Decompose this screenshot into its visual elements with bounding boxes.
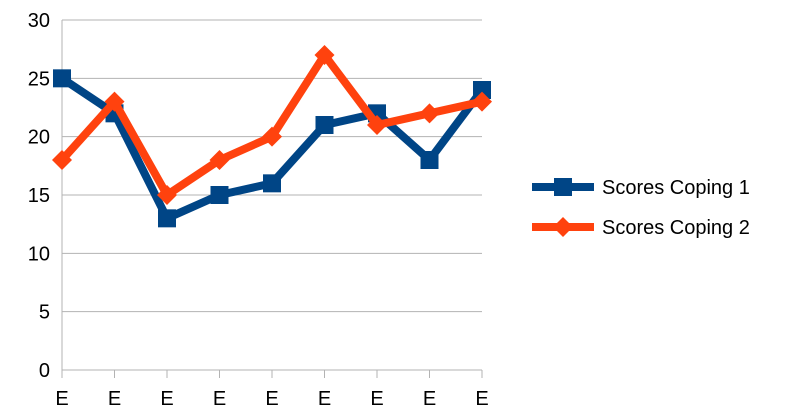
- y-tick-label: 0: [39, 360, 50, 382]
- legend-marker: [553, 217, 573, 237]
- data-point: [52, 150, 72, 170]
- data-point: [104, 91, 125, 112]
- data-point: [315, 116, 334, 134]
- legend-item: Scores Coping 2: [532, 217, 750, 239]
- series-line: [58, 51, 486, 199]
- x-tick-label: E: [370, 388, 383, 410]
- data-point: [314, 45, 335, 65]
- data-point: [473, 81, 491, 99]
- series-1: [53, 69, 491, 228]
- y-tick-label: 10: [28, 243, 50, 265]
- x-tick-label: E: [55, 388, 68, 410]
- y-tick-label: 5: [39, 302, 50, 324]
- y-tick-label: 30: [28, 10, 50, 32]
- legend: Scores Coping 1 Scores Coping 2: [532, 177, 750, 239]
- data-point: [263, 174, 281, 193]
- x-tick-label: E: [265, 388, 278, 410]
- x-tick-label: E: [475, 388, 488, 410]
- data-point: [158, 209, 176, 228]
- data-point: [53, 69, 71, 88]
- y-tick-label: 15: [28, 185, 50, 207]
- data-point: [367, 115, 387, 135]
- y-tick-label: 25: [28, 68, 50, 90]
- data-point: [419, 103, 440, 124]
- series-line: [58, 74, 486, 223]
- data-point: [210, 186, 229, 204]
- x-tick-label: E: [318, 388, 331, 410]
- x-tick-label: E: [423, 388, 436, 410]
- x-tick-label: E: [108, 388, 121, 410]
- grid-lines: [62, 19, 482, 371]
- data-point: [472, 91, 492, 112]
- data-point: [157, 185, 177, 205]
- legend-marker: [554, 178, 572, 196]
- y-tick-label: 20: [28, 127, 50, 149]
- x-tick-label: E: [160, 388, 173, 410]
- legend-item: Scores Coping 1: [532, 177, 750, 199]
- data-point: [420, 151, 439, 169]
- series-2: [52, 45, 492, 205]
- legend-label: Scores Coping 1: [602, 177, 750, 199]
- data-point: [209, 150, 230, 170]
- data-point: [262, 126, 282, 147]
- x-tick-label: E: [213, 388, 226, 410]
- y-axis-tick-labels: 0 5 10 15 20 25 30: [28, 10, 50, 382]
- legend-label: Scores Coping 2: [602, 217, 750, 239]
- series-group: [52, 45, 492, 228]
- axes: [61, 20, 483, 378]
